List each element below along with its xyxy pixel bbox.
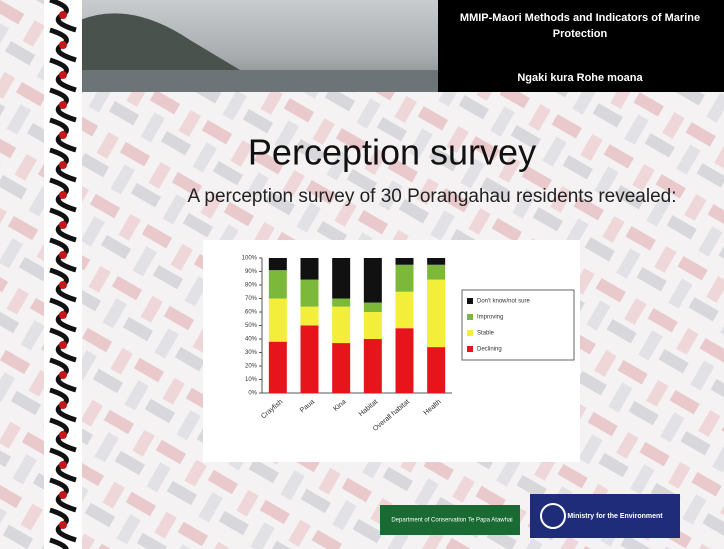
y-tick-label: 50% xyxy=(245,323,258,329)
y-tick-label: 100% xyxy=(242,256,258,262)
bar-segment xyxy=(300,325,319,393)
headland xyxy=(80,13,240,71)
koru-dot xyxy=(59,431,67,439)
slide-subtitle: A perception survey of 30 Porangahau res… xyxy=(187,186,676,207)
bar-segment xyxy=(427,347,446,393)
mfe-emblem xyxy=(540,503,566,529)
bar-segment xyxy=(363,302,382,312)
koru-dot xyxy=(59,191,67,199)
legend-label: Stable xyxy=(477,331,495,337)
koru-dot xyxy=(59,11,67,19)
doc-logo-text: Department of Conservation Te Papa Atawh… xyxy=(391,518,512,524)
koru-dot xyxy=(59,281,67,289)
bar-segment xyxy=(332,343,351,393)
koru-dot xyxy=(59,341,67,349)
koru-dot xyxy=(59,131,67,139)
legend-swatch xyxy=(467,298,473,304)
y-tick-label: 80% xyxy=(245,283,258,289)
bar-segment xyxy=(427,258,446,265)
bar-segment xyxy=(268,258,287,271)
legend-swatch xyxy=(467,346,473,352)
koru-dot xyxy=(59,161,67,169)
y-tick-label: 30% xyxy=(245,350,258,356)
sea xyxy=(80,70,440,92)
bar-segment xyxy=(300,258,319,280)
header-title-wrap: MMIP-Maori Methods and Indicators of Mar… xyxy=(459,12,701,40)
header-title: MMIP-Maori Methods and Indicators of Mar… xyxy=(459,12,701,40)
y-tick-label: 70% xyxy=(245,296,258,302)
koru-shape xyxy=(49,537,69,549)
koru-dot xyxy=(59,491,67,499)
y-tick-label: 20% xyxy=(245,364,258,370)
bar-segment xyxy=(395,291,414,329)
bar-segment xyxy=(395,264,414,292)
bar-segment xyxy=(300,306,319,326)
koru-dot xyxy=(59,221,67,229)
bar-segment xyxy=(268,341,287,393)
bar-segment xyxy=(332,306,351,344)
bar-segment xyxy=(395,258,414,265)
koru-dot xyxy=(59,311,67,319)
legend-box xyxy=(461,289,575,361)
koru-dot xyxy=(59,251,67,259)
koru-dot xyxy=(59,101,67,109)
legend-swatch xyxy=(467,330,473,336)
slide-title: Perception survey xyxy=(248,132,536,173)
bar-segment xyxy=(268,270,287,299)
doc-logo xyxy=(380,505,520,535)
bar-segment xyxy=(332,258,351,299)
y-tick-label: 90% xyxy=(245,269,258,275)
y-tick-label: 0% xyxy=(248,391,257,397)
legend-label: Don't know/not sure xyxy=(477,299,531,305)
mfe-logo xyxy=(530,494,680,538)
bar-segment xyxy=(427,264,446,280)
y-tick-label: 40% xyxy=(245,337,258,343)
bar-segment xyxy=(363,312,382,339)
y-tick-label: 10% xyxy=(245,377,258,383)
mfe-logo-text: Ministry for the Environment xyxy=(567,513,663,520)
bar-segment xyxy=(363,339,382,393)
legend-label: Improving xyxy=(477,315,503,321)
bar-segment xyxy=(395,328,414,393)
bar-segment xyxy=(427,279,446,348)
koru-dot xyxy=(59,461,67,469)
bar-segment xyxy=(268,298,287,342)
bar-segment xyxy=(363,258,382,303)
koru-dot xyxy=(59,41,67,49)
koru-dot xyxy=(59,71,67,79)
legend-swatch xyxy=(467,314,473,320)
header-box xyxy=(438,0,724,92)
koru-dot xyxy=(59,401,67,409)
koru-pattern xyxy=(49,0,77,549)
bar-segment xyxy=(332,298,351,307)
legend-label: Declining xyxy=(477,347,502,353)
bar-segment xyxy=(300,279,319,307)
header-subtitle: Ngaki kura Rohe moana xyxy=(517,72,643,84)
koru-dot xyxy=(59,371,67,379)
y-tick-label: 60% xyxy=(245,310,258,316)
koru-dot xyxy=(59,521,67,529)
